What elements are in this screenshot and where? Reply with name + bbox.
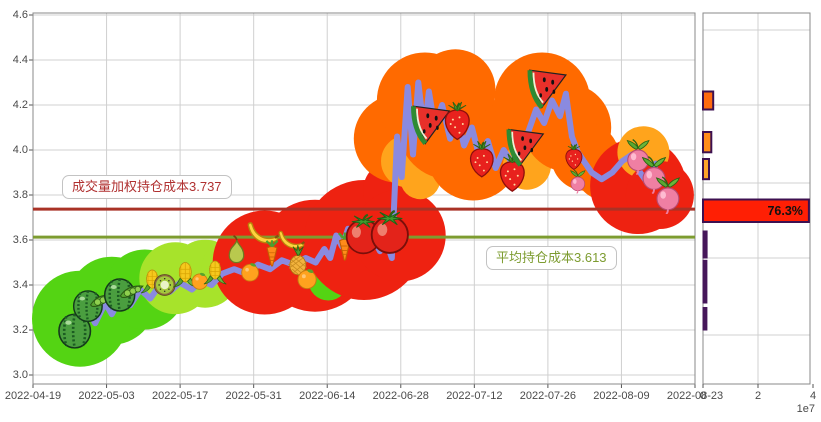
y-tick-label: 3.4 bbox=[12, 279, 28, 291]
volume-bar bbox=[702, 198, 810, 223]
x-tick-label: 2022-08-23 bbox=[666, 390, 724, 402]
avg-cost-label: 平均持仓成本3.613 bbox=[486, 246, 617, 270]
x-tick-label: 2022-05-31 bbox=[225, 390, 282, 402]
x-tick-label: 2022-07-26 bbox=[519, 390, 577, 402]
volume-x-tick-label: 0 bbox=[699, 390, 707, 402]
vwap-cost-label: 成交量加权持仓成本3.737 bbox=[62, 175, 232, 199]
volume-bar bbox=[702, 131, 713, 154]
volume-bar bbox=[702, 307, 708, 331]
y-tick-label: 4.2 bbox=[12, 99, 28, 111]
avg-cost-label-text: 平均持仓成本3.613 bbox=[496, 250, 607, 265]
volume-x-tick-label: 4 bbox=[809, 390, 817, 402]
main-panel-border bbox=[32, 12, 696, 385]
volume-x-tick-label: 2 bbox=[754, 390, 762, 402]
y-tick-label: 3.8 bbox=[12, 189, 28, 201]
x-tick-label: 2022-06-28 bbox=[372, 390, 429, 402]
y-tick-label: 4.6 bbox=[12, 9, 28, 21]
y-tick-label: 3.6 bbox=[12, 234, 28, 246]
x-tick-label: 2022-04-19 bbox=[4, 390, 62, 402]
x-tick-label: 2022-05-03 bbox=[78, 390, 135, 402]
volume-bar bbox=[702, 90, 715, 111]
volume-axis-unit-label: 1e7 bbox=[796, 403, 815, 415]
vwap-cost-label-text: 成交量加权持仓成本3.737 bbox=[72, 179, 222, 194]
volume-profile-layer: 76.3% bbox=[702, 90, 810, 331]
x-tick-label: 2022-05-17 bbox=[151, 390, 209, 402]
kiwi-icon bbox=[153, 274, 176, 296]
volume-bar bbox=[702, 259, 708, 304]
volume-bar bbox=[702, 230, 708, 259]
y-tick-label: 4.4 bbox=[12, 54, 28, 66]
x-tick-label: 2022-08-09 bbox=[593, 390, 650, 402]
volume-bar bbox=[702, 158, 710, 181]
y-tick-label: 3.0 bbox=[12, 369, 28, 381]
y-tick-label: 4.0 bbox=[12, 144, 28, 156]
x-tick-label: 2022-07-12 bbox=[446, 390, 503, 402]
y-tick-label: 3.2 bbox=[12, 324, 28, 336]
volume-pct-label: 76.3% bbox=[767, 204, 802, 218]
x-tick-label: 2022-06-14 bbox=[299, 390, 356, 402]
